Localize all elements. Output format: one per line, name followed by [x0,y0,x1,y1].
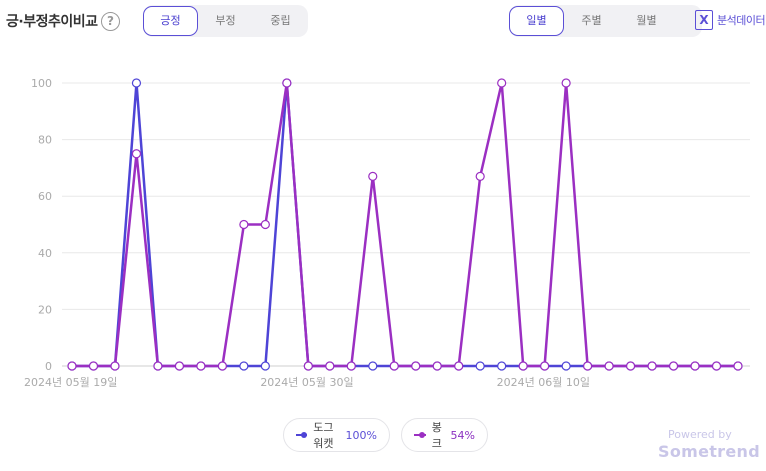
data-point [518,361,528,371]
data-point [303,361,313,371]
data-point [260,219,270,230]
x-tick-label: 2024년 05월 19일 [24,375,117,389]
data-point [561,78,571,88]
data-point [260,361,270,371]
data-point [110,361,120,371]
data-point [153,361,163,371]
data-point [389,361,399,371]
series-line-2 [72,81,738,368]
data-point [711,361,722,371]
y-tick-label: 20 [38,303,52,316]
y-tick-label: 0 [45,360,52,373]
data-point [475,361,485,371]
data-point [497,78,507,88]
tab-negative[interactable]: 부정 [215,14,236,27]
data-point [475,171,485,181]
data-point [131,149,142,159]
data-point [88,361,99,371]
legend-name: 도그워캣 [313,421,334,450]
data-point [583,361,593,371]
data-point [282,78,292,88]
sentiment-toggle: 긍정 부정 중립 [143,5,308,37]
brand-logo: Sometrend [658,442,760,461]
tab-weekly[interactable]: 주별 [581,14,602,27]
data-point [454,361,464,371]
tab-neutral[interactable]: 중립 [270,14,291,27]
data-point [67,361,77,371]
data-point [561,361,571,371]
legend-swatch-icon [414,432,426,438]
y-tick-label: 40 [38,247,52,260]
data-point [733,361,743,371]
data-point [368,361,378,371]
data-point [432,361,442,371]
x-tick-label: 2024년 05월 30일 [260,375,353,389]
data-point [217,361,227,371]
tab-positive[interactable]: 긍정 [143,6,198,36]
data-point [690,361,700,371]
question-icon[interactable]: ? [101,12,120,31]
data-point [540,361,550,371]
x-tick-label: 2024년 06월 10일 [497,375,590,389]
y-tick-label: 60 [38,190,52,203]
data-point [239,361,249,371]
data-point [131,78,142,88]
powered-by-text: Powered by [668,428,732,441]
data-point [411,361,421,371]
data-point [346,361,356,371]
period-toggle: 일별 주별 월별 [509,5,702,37]
tab-monthly[interactable]: 월별 [636,14,657,27]
export-data-button[interactable]: X 분석데이터 [695,10,766,30]
legend-swatch-icon [296,432,308,438]
export-label: 분석데이터 [717,14,766,27]
legend-item-series-2[interactable]: 봉크 54% [401,418,488,452]
excel-icon: X [695,10,713,30]
data-point [239,219,249,230]
line-chart: 0 20 40 60 80 100 2024년 05월 19일 2024년 05월 30일 20… [24,77,750,389]
data-point [497,361,507,371]
data-point [196,361,206,371]
data-point [325,361,335,371]
legend-percent: 100% [345,428,377,442]
data-point [647,361,657,371]
page-title: 긍·부정추이비교 [6,14,98,30]
y-tick-label: 80 [38,134,52,147]
series-line-1 [72,81,738,368]
y-tick-label: 100 [31,77,52,90]
data-point [625,361,636,371]
legend-name: 봉크 [431,421,442,450]
legend-percent: 54% [450,428,475,442]
data-point [668,361,679,371]
data-point [368,171,378,181]
legend-item-series-1[interactable]: 도그워캣 100% [283,418,390,452]
data-point [604,361,614,371]
tab-daily[interactable]: 일별 [509,6,564,36]
data-point [174,361,185,371]
